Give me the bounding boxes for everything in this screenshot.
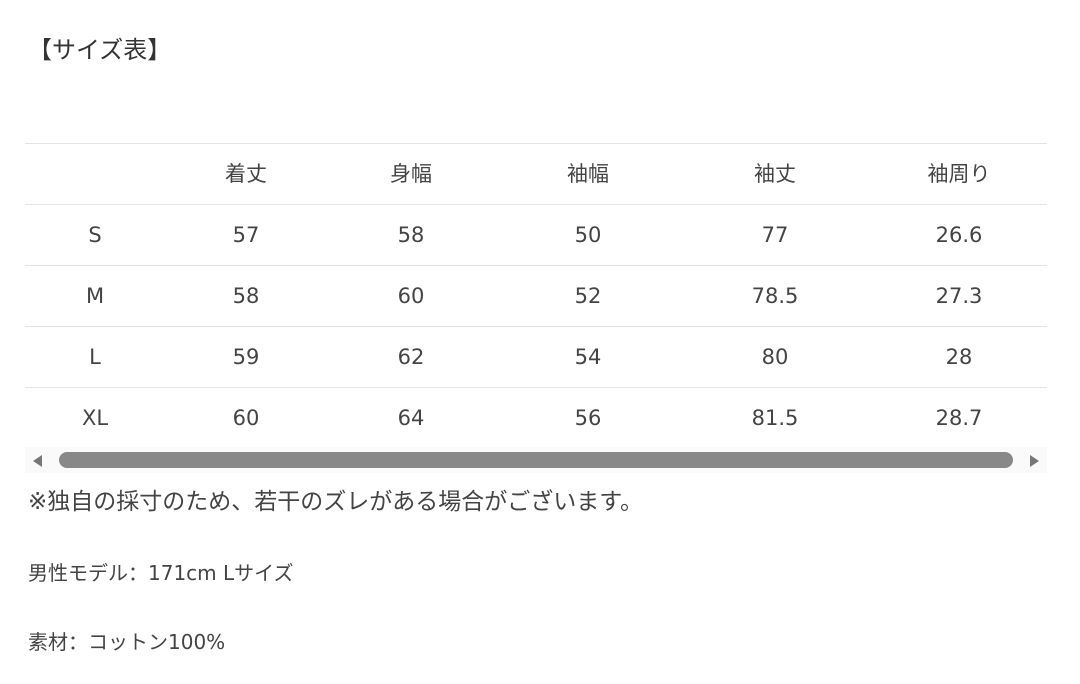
page-title: 【サイズ表】 [28,36,172,64]
table-cell: 50 [574,223,602,247]
table-cell: 64 [397,406,425,430]
scroll-left-arrow-icon[interactable] [33,455,42,467]
size-label: M [85,284,105,308]
scrollbar-thumb[interactable] [59,452,1013,468]
size-label: S [88,223,102,247]
table-row: XL 60 64 56 81.5 28.7 [25,388,1047,449]
table-row: L 59 62 54 80 28 [25,327,1047,388]
size-table: 着丈 身幅 袖幅 袖丈 袖周り S 57 58 50 77 26.6 M 58 60 52 78.5 27.3 L… [25,143,1047,449]
table-cell: 57 [232,223,260,247]
table-cell: 81.5 [751,406,799,430]
table-cell: 80 [761,345,789,369]
column-header: 身幅 [390,162,432,186]
table-cell: 28.7 [935,406,983,430]
table-row: M 58 60 52 78.5 27.3 [25,266,1047,327]
material-info: 素材：コットン100% [28,630,226,654]
horizontal-scrollbar[interactable] [25,447,1047,473]
column-header: 袖周り [927,162,991,186]
scroll-right-arrow-icon[interactable] [1030,455,1039,467]
column-header: 袖丈 [754,162,796,186]
table-cell: 62 [397,345,425,369]
table-cell: 60 [232,406,260,430]
table-cell: 52 [574,284,602,308]
table-cell: 26.6 [935,223,983,247]
table-cell: 60 [397,284,425,308]
table-cell: 27.3 [935,284,983,308]
table-cell: 59 [232,345,260,369]
table-row: S 57 58 50 77 26.6 [25,205,1047,266]
table-cell: 58 [232,284,260,308]
size-label: L [89,345,101,369]
column-header: 着丈 [225,162,267,186]
table-header-row: 着丈 身幅 袖幅 袖丈 袖周り [25,144,1047,205]
size-label: XL [81,406,109,430]
table-cell: 28 [945,345,973,369]
table-cell: 78.5 [751,284,799,308]
table-cell: 56 [574,406,602,430]
measurement-note: ※独自の採寸のため、若干のズレがある場合がございます。 [28,489,643,515]
table-cell: 54 [574,345,602,369]
table-cell: 77 [761,223,789,247]
column-header: 袖幅 [567,162,609,186]
model-info: 男性モデル：171cm Lサイズ [28,561,294,585]
table-cell: 58 [397,223,425,247]
